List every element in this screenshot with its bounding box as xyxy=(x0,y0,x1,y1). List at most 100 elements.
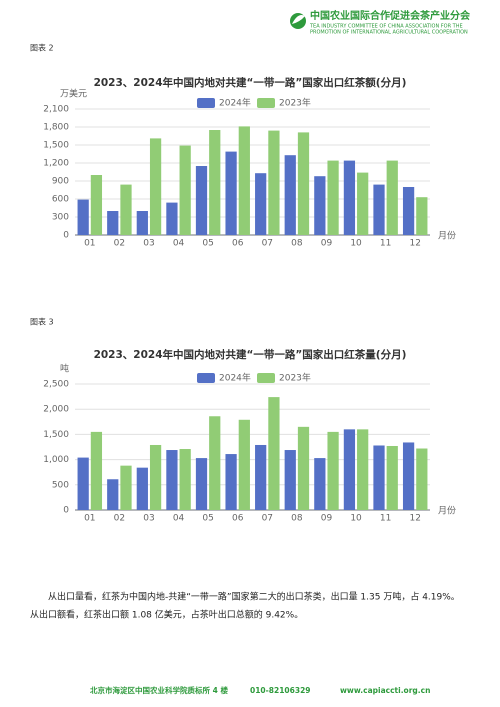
x-tick-label: 12 xyxy=(409,514,420,524)
y-tick-label: 1,500 xyxy=(43,141,69,151)
y-tick-label: 1,200 xyxy=(43,159,69,169)
paragraph: 从出口量看，红茶为中国内地-共建“一带一路”国家第二大的出口茶类，出口量 1.3… xyxy=(48,591,460,603)
bar xyxy=(225,454,237,510)
x-tick-label: 01 xyxy=(84,514,95,524)
bar xyxy=(297,132,310,235)
legend-label: 2024年 xyxy=(219,97,251,109)
bar xyxy=(209,416,221,510)
bar xyxy=(268,397,280,510)
bar xyxy=(343,429,356,510)
bar xyxy=(179,449,191,510)
figure-label: 图表 2 xyxy=(30,43,54,53)
bar xyxy=(297,426,310,510)
bar xyxy=(386,160,398,235)
org-en: PROMOTION OF INTERNATIONAL AGRICULTURAL … xyxy=(310,30,468,36)
figure-label: 图表 3 xyxy=(30,317,54,327)
x-tick-label: 06 xyxy=(232,514,244,524)
bar xyxy=(284,155,296,235)
bar xyxy=(238,126,250,235)
bar xyxy=(77,199,89,235)
chart-title: 2023、2024年中国内地对共建“一带一路”国家出口红茶额(分月) xyxy=(94,76,407,89)
bar xyxy=(120,465,132,510)
x-tick-label: 03 xyxy=(143,239,154,249)
bar xyxy=(357,172,369,235)
x-tick-label: 08 xyxy=(291,514,303,524)
y-tick-label: 2,500 xyxy=(43,380,69,390)
x-tick-label: 10 xyxy=(350,239,362,249)
x-tick-label: 12 xyxy=(409,239,420,249)
x-tick-label: 08 xyxy=(291,239,303,249)
bar xyxy=(255,173,267,235)
bar xyxy=(136,211,148,235)
y-tick-label: 1,500 xyxy=(43,430,69,440)
legend-swatch xyxy=(257,98,275,108)
x-tick-label: 02 xyxy=(114,239,125,249)
bar xyxy=(225,151,237,235)
bar xyxy=(107,211,119,235)
bar xyxy=(255,444,267,510)
legend-swatch xyxy=(257,373,275,383)
y-tick-label: 0 xyxy=(63,231,69,241)
bar xyxy=(166,202,178,235)
footer-website: www.capiaccti.org.cn xyxy=(340,686,430,695)
y-tick-label: 300 xyxy=(52,213,69,223)
x-tick-label: 09 xyxy=(321,239,333,249)
legend-label: 2023年 xyxy=(279,372,311,384)
x-tick-label: 09 xyxy=(321,514,333,524)
org-en: TEA INDUSTRY COMMITTEE OF CHINA ASSOCIAT… xyxy=(309,24,463,30)
legend-label: 2023年 xyxy=(279,97,311,109)
x-tick-label: 05 xyxy=(202,239,213,249)
y-tick-label: 2,000 xyxy=(43,405,69,415)
y-tick-label: 0 xyxy=(63,506,69,516)
x-axis-title: 月份 xyxy=(438,505,456,517)
x-tick-label: 07 xyxy=(262,239,273,249)
bar xyxy=(343,160,356,235)
bar xyxy=(386,445,398,510)
legend-label: 2024年 xyxy=(219,372,251,384)
bar xyxy=(402,187,415,235)
y-tick-label: 2,100 xyxy=(43,105,69,115)
legend-swatch xyxy=(197,98,215,108)
y-tick-label: 600 xyxy=(52,195,69,205)
x-tick-label: 03 xyxy=(143,514,154,524)
bar xyxy=(149,138,162,235)
x-tick-label: 11 xyxy=(380,239,391,249)
bar xyxy=(90,431,103,510)
bar xyxy=(373,184,385,235)
bar xyxy=(373,445,385,510)
bar xyxy=(195,166,208,235)
paragraph: 从出口额看，红茶出口额 1.08 亿美元，占茶叶出口总额的 9.42%。 xyxy=(30,609,303,621)
x-tick-label: 01 xyxy=(84,239,95,249)
org-cn: 中国农业国际合作促进会茶产业分会 xyxy=(310,9,470,22)
x-tick-label: 06 xyxy=(232,239,244,249)
footer-address: 北京市海淀区中国农业科学院质标所 4 楼 xyxy=(90,685,228,695)
x-tick-label: 11 xyxy=(380,514,391,524)
bar xyxy=(314,176,326,235)
y-axis-title: 万美元 xyxy=(60,88,87,100)
y-tick-label: 1,000 xyxy=(43,455,69,465)
legend-swatch xyxy=(197,373,215,383)
footer-phone: 010-82106329 xyxy=(250,686,311,695)
bar xyxy=(402,442,415,510)
bar xyxy=(416,197,428,235)
bar xyxy=(238,419,250,510)
bar xyxy=(149,444,162,510)
bar xyxy=(314,458,326,510)
bar xyxy=(136,467,148,510)
bar xyxy=(209,130,221,235)
x-tick-label: 07 xyxy=(262,514,273,524)
bar xyxy=(416,448,428,510)
bar xyxy=(357,429,369,510)
bar xyxy=(90,175,103,235)
bar xyxy=(327,431,339,510)
bar xyxy=(179,145,191,235)
bar xyxy=(195,458,208,510)
y-tick-label: 500 xyxy=(52,480,69,490)
x-tick-label: 05 xyxy=(202,514,213,524)
logo xyxy=(290,13,306,29)
x-tick-label: 02 xyxy=(114,514,125,524)
bar xyxy=(166,450,178,510)
y-tick-label: 900 xyxy=(52,177,69,187)
x-axis-title: 月份 xyxy=(438,230,456,242)
